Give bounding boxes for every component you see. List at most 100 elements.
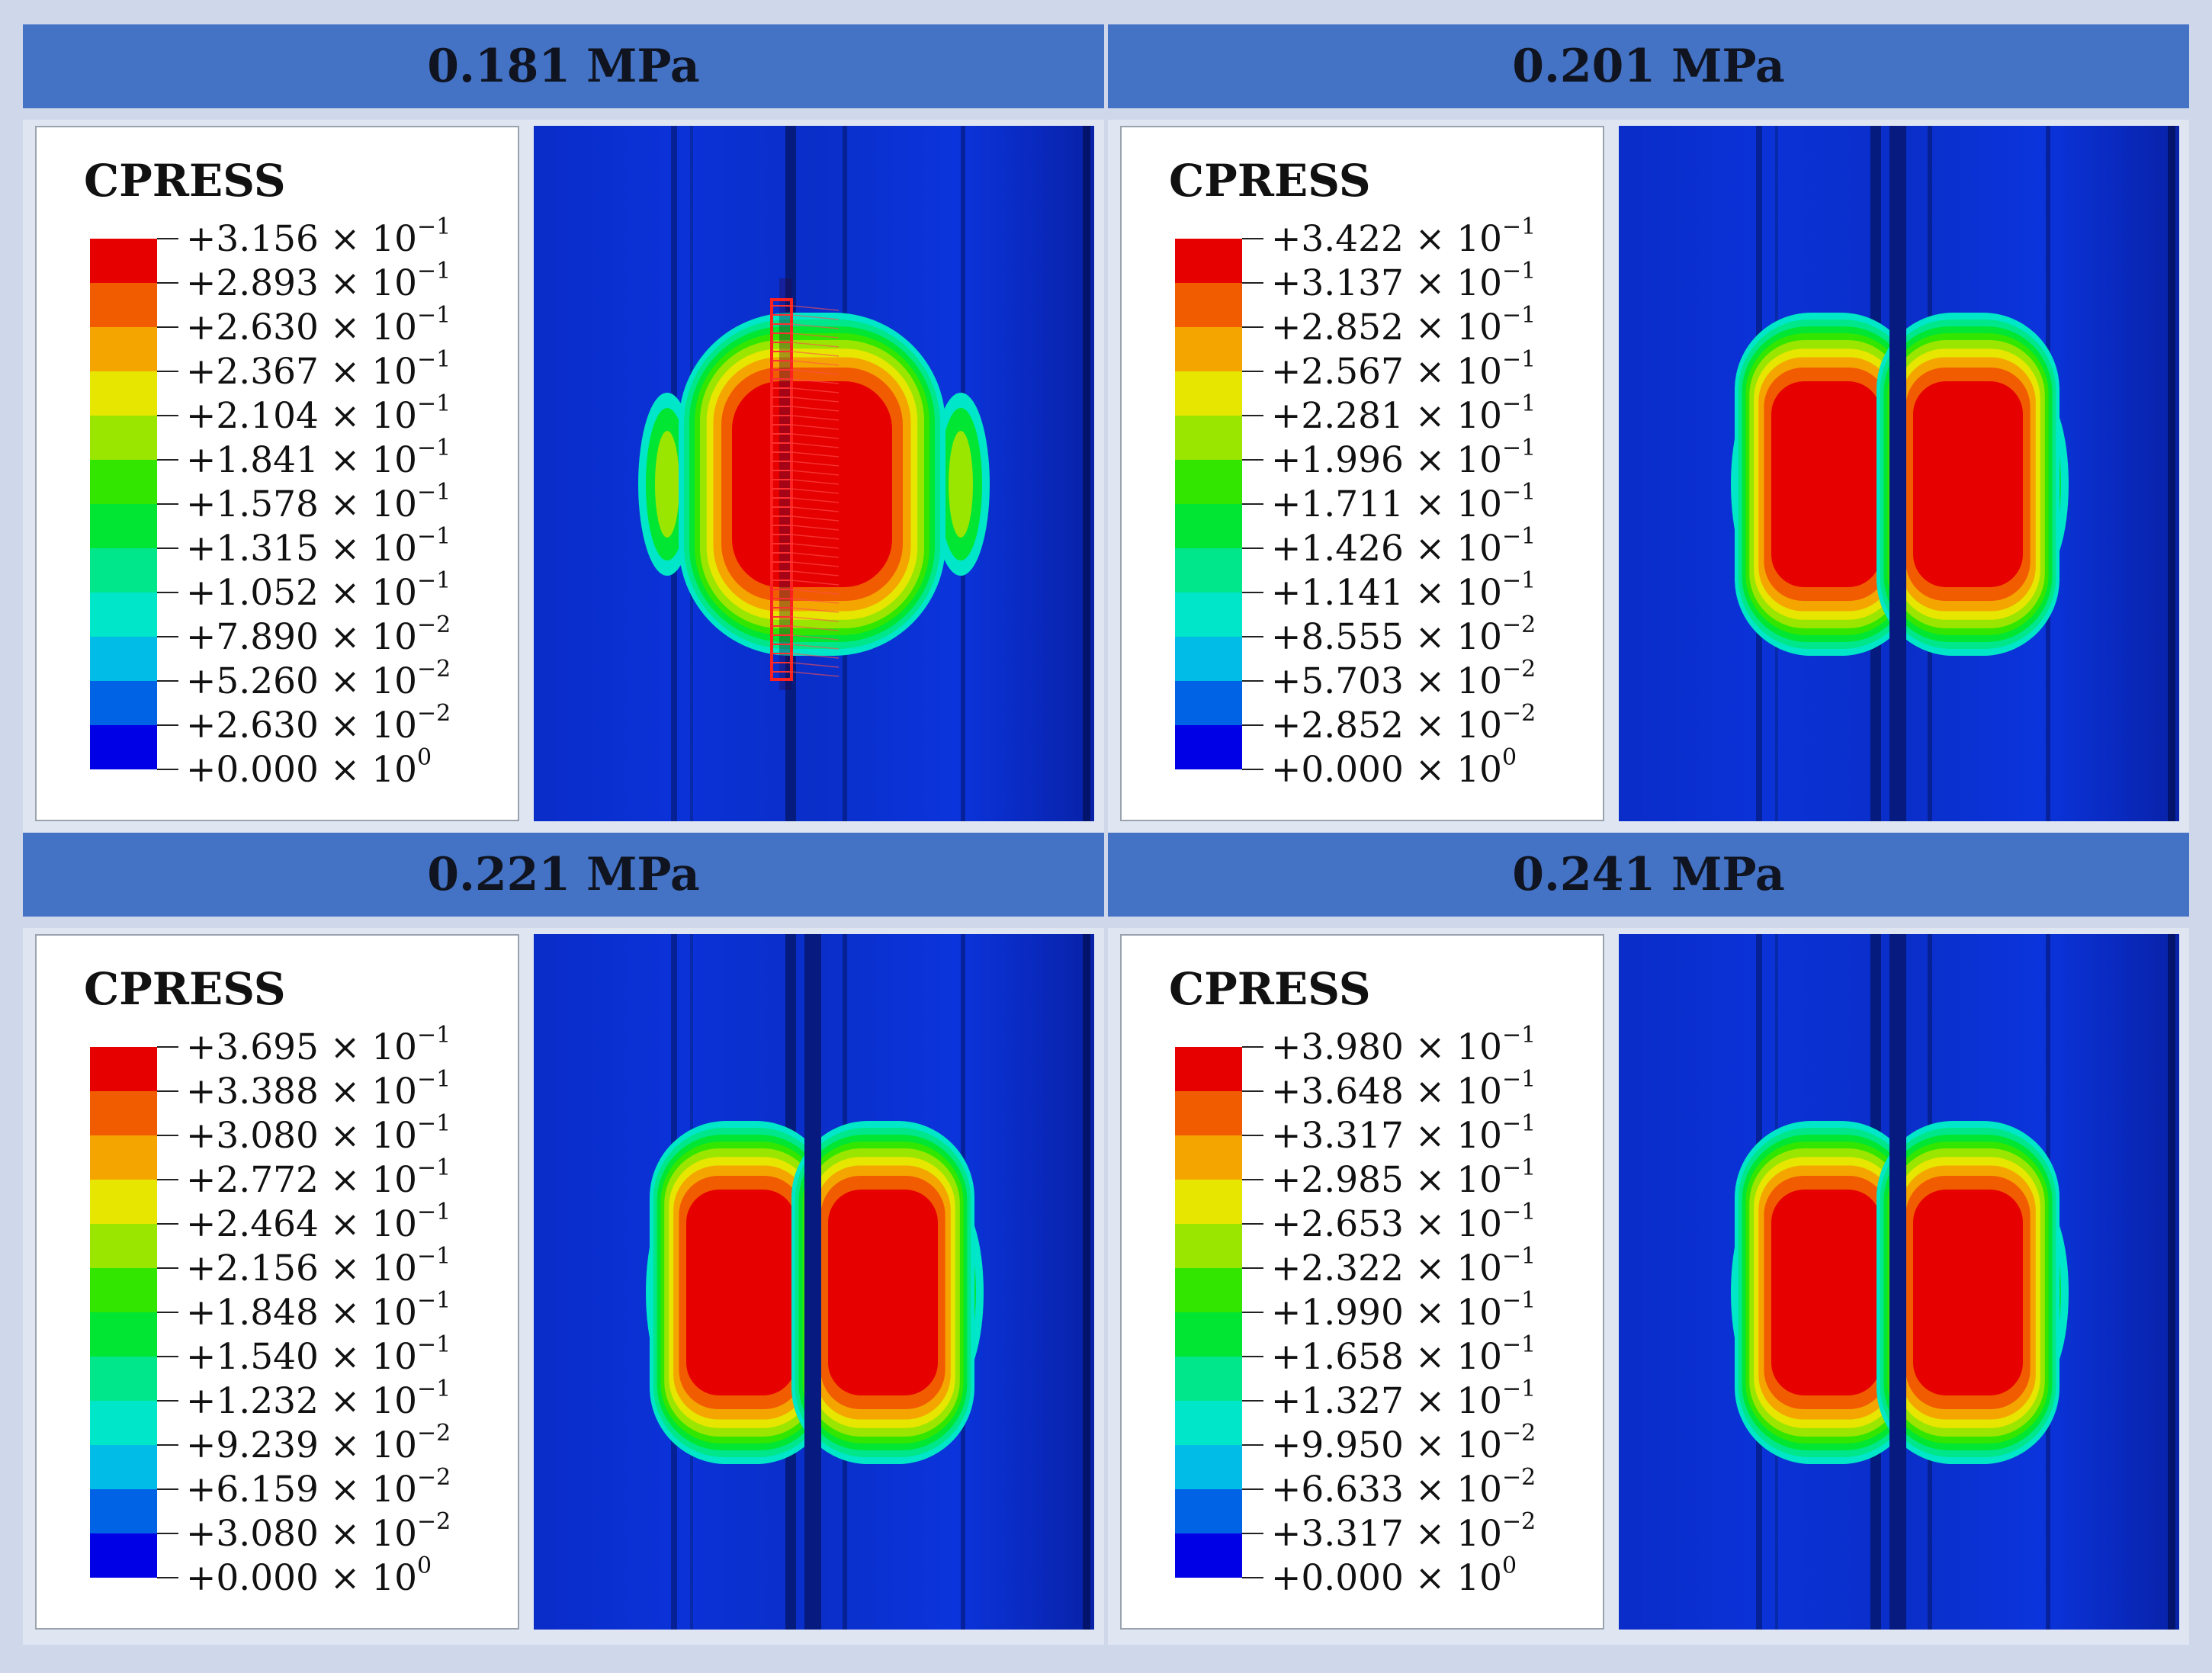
legend-label: +5.260 × 10−2 xyxy=(186,656,451,702)
pressure-header: 0.181 MPa xyxy=(23,24,1104,108)
contact-pressure-contour xyxy=(534,126,1094,821)
legend-tick xyxy=(157,1577,178,1578)
legend-label: +2.653 × 10−1 xyxy=(1271,1199,1536,1245)
pressure-header: 0.241 MPa xyxy=(1108,833,2189,917)
groove-line xyxy=(1083,126,1090,821)
legend-label: +0.000 × 100 xyxy=(1271,1553,1517,1599)
legend-label: +3.137 × 10−1 xyxy=(1271,258,1536,304)
colorbar-band xyxy=(1175,681,1242,725)
colorbar-band xyxy=(90,1489,157,1533)
legend-label: +2.852 × 10−2 xyxy=(1271,700,1536,747)
legend-tick xyxy=(157,1444,178,1446)
colorbar-band xyxy=(90,592,157,637)
mesh-line xyxy=(791,525,840,531)
legend-label: +2.322 × 10−1 xyxy=(1271,1243,1536,1289)
colorbar-band xyxy=(1175,1135,1242,1180)
legend-label: +1.327 × 10−1 xyxy=(1271,1376,1536,1422)
mesh-line xyxy=(791,415,840,421)
colorbar-band xyxy=(1175,1401,1242,1445)
legend-tick xyxy=(1242,1223,1263,1225)
mesh-line xyxy=(791,543,840,549)
legend-label: +2.156 × 10−1 xyxy=(186,1243,451,1289)
colorbar-band xyxy=(90,460,157,504)
colorbar-band xyxy=(90,1268,157,1312)
legend-tick xyxy=(1242,724,1263,726)
legend-label: +1.848 × 10−1 xyxy=(186,1287,451,1334)
legend-tick xyxy=(157,1312,178,1313)
contour-panel-3: 0.221 MPa CPRESS +3.695 × 10−1 +3.388 × 10−… xyxy=(23,833,1104,1645)
colorbar-band xyxy=(90,1224,157,1268)
legend-title: CPRESS xyxy=(1169,963,1371,1015)
legend-tick xyxy=(157,1267,178,1269)
contact-region-left xyxy=(686,1190,796,1395)
colorbar-band xyxy=(90,283,157,327)
legend-label: +3.156 × 10−1 xyxy=(186,214,451,260)
contact-region-right xyxy=(1913,1190,2023,1395)
contour-svg xyxy=(1619,126,2179,821)
contact-pressure-contour xyxy=(1619,934,2179,1630)
colorbar-band xyxy=(90,548,157,592)
side-lobe xyxy=(949,431,973,538)
mesh-line xyxy=(791,332,840,339)
mesh-line xyxy=(791,451,840,458)
colorbar-band xyxy=(1175,327,1242,371)
mesh-line xyxy=(791,378,840,384)
legend-label: +2.567 × 10−1 xyxy=(1271,346,1536,393)
groove-line xyxy=(1083,934,1090,1630)
colorbar-band xyxy=(1175,1312,1242,1357)
legend-tick xyxy=(1242,1400,1263,1402)
legend-tick xyxy=(157,769,178,770)
legend-label: +1.996 × 10−1 xyxy=(1271,435,1536,481)
legend-tick xyxy=(1242,503,1263,505)
mesh-line xyxy=(791,406,840,412)
mesh-line xyxy=(791,387,840,393)
color-legend: CPRESS +3.156 × 10−1 +2.893 × 10−1 +2.630 ×… xyxy=(35,126,519,821)
colorbar-band xyxy=(1175,283,1242,327)
colorbar xyxy=(1175,239,1242,769)
colorbar-band xyxy=(90,416,157,460)
colorbar-band xyxy=(90,504,157,548)
legend-label: +2.281 × 10−1 xyxy=(1271,390,1536,437)
mesh-line xyxy=(791,653,840,659)
mesh-line xyxy=(791,351,840,357)
contact-pressure-contour xyxy=(534,934,1094,1630)
colorbar-band xyxy=(1175,1224,1242,1268)
legend-label: +3.422 × 10−1 xyxy=(1271,214,1536,260)
legend-label: +8.555 × 10−2 xyxy=(1271,612,1536,658)
legend-tick xyxy=(157,326,178,328)
color-legend: CPRESS +3.695 × 10−1 +3.388 × 10−1 +3.080 ×… xyxy=(35,934,519,1630)
mesh-line xyxy=(791,607,840,613)
mesh-line xyxy=(791,616,840,622)
mesh-overlay xyxy=(770,298,840,681)
colorbar-band xyxy=(1175,1445,1242,1489)
mesh-line xyxy=(791,598,840,604)
mesh-line xyxy=(791,552,840,558)
side-lobe xyxy=(655,431,679,538)
legend-tick xyxy=(157,371,178,372)
legend-label: +2.893 × 10−1 xyxy=(186,258,451,304)
legend-tick xyxy=(1242,636,1263,637)
legend-tick xyxy=(1242,1179,1263,1180)
colorbar-band xyxy=(1175,504,1242,548)
colorbar-band xyxy=(1175,1180,1242,1224)
colorbar-band xyxy=(1175,1268,1242,1312)
legend-label: +1.141 × 10−1 xyxy=(1271,567,1536,614)
legend-tick xyxy=(157,592,178,593)
legend-tick xyxy=(157,459,178,461)
contact-region-left xyxy=(1771,381,1881,587)
mesh-line xyxy=(791,534,840,540)
legend-label: +1.658 × 10−1 xyxy=(1271,1331,1536,1378)
legend-tick xyxy=(1242,415,1263,416)
legend-label: +6.159 × 10−2 xyxy=(186,1464,451,1511)
colorbar-band xyxy=(90,681,157,725)
legend-tick xyxy=(157,282,178,284)
mesh-line xyxy=(791,515,840,522)
legend-label: +1.578 × 10−1 xyxy=(186,479,451,525)
pressure-header: 0.221 MPa xyxy=(23,833,1104,917)
mesh-line xyxy=(791,662,840,668)
legend-label: +2.104 × 10−1 xyxy=(186,390,451,437)
colorbar-band xyxy=(90,1312,157,1357)
contour-panel-1: 0.181 MPa CPRESS +3.156 × 10−1 +2.893 × 10−… xyxy=(23,24,1104,836)
mesh-line xyxy=(791,488,840,494)
center-gap xyxy=(1889,126,1906,821)
